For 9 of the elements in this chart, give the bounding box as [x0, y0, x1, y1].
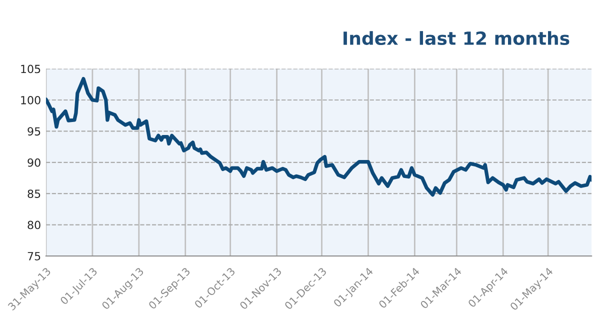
y-tick-label: 90 — [28, 158, 40, 167]
y-tick-label: 80 — [28, 220, 40, 230]
chart-title: Index - last 12 months — [344, 31, 570, 46]
y-tick-label: 85 — [28, 190, 40, 198]
y-tick-label: 75 — [28, 252, 40, 260]
line-series — [46, 76, 592, 197]
y-tick-label: 105 — [21, 64, 40, 74]
y-tick-label: 100 — [21, 96, 40, 104]
y-tick-label: 95 — [28, 127, 40, 136]
